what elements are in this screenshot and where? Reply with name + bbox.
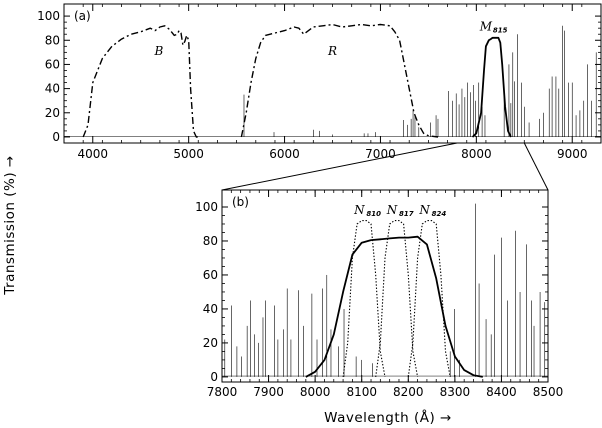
- x-tick-label: 7900: [253, 385, 284, 399]
- x-tick-label: 8400: [486, 385, 517, 399]
- x-tick-label: 8000: [461, 147, 492, 161]
- curve-label-n817: N: [386, 203, 398, 217]
- series-n824: [407, 220, 451, 377]
- y-tick-label: 60: [203, 268, 218, 282]
- plot-frame: [221, 189, 549, 383]
- x-tick-label: 7800: [207, 385, 238, 399]
- curve-label-subscript: 824: [432, 210, 447, 218]
- y-tick-label: 40: [203, 302, 218, 316]
- y-tick-label: 0: [210, 370, 218, 384]
- x-tick-label: 8200: [393, 385, 424, 399]
- x-tick-label: 8500: [533, 385, 564, 399]
- curve-label-subscript: 815: [493, 27, 508, 35]
- y-tick-label: 80: [45, 33, 60, 47]
- curve-label-b: B: [154, 44, 164, 58]
- y-tick-label: 20: [203, 336, 218, 350]
- series-m815: [305, 235, 483, 378]
- zoom-connector: [221, 142, 549, 191]
- y-tick-label: 60: [45, 57, 60, 71]
- zoom-line-left: [221, 142, 458, 191]
- curve-label-subscript: 817: [399, 210, 414, 218]
- y-tick-label: 0: [52, 130, 60, 144]
- y-tick-label: 80: [203, 234, 218, 248]
- series-n817: [375, 220, 419, 377]
- x-tick-label: 8300: [440, 385, 471, 399]
- series-m815: [471, 36, 512, 138]
- x-tick-label: 6000: [269, 147, 300, 161]
- series-n810: [342, 220, 386, 377]
- curve-label-n824: N: [418, 203, 430, 217]
- curve-label-m815: M: [479, 20, 493, 34]
- curve-label-subscript: 810: [366, 210, 381, 218]
- curve-label-r: R: [327, 44, 337, 58]
- series-r: [240, 23, 439, 138]
- y-tick-label: 100: [37, 9, 60, 23]
- x-tick-label: 5000: [173, 147, 204, 161]
- y-axis-title: Transmission (%) →: [2, 155, 18, 295]
- y-tick-label: 40: [45, 82, 60, 96]
- zoom-line-right: [523, 142, 549, 191]
- panel-b: 0 20 40 60 80 100 7800 7900 8000 8100 8200 8300 8400…: [195, 189, 564, 399]
- panel-label: (b): [232, 195, 249, 209]
- y-tick-label: 20: [45, 106, 60, 120]
- x-tick-label: 7000: [365, 147, 396, 161]
- x-tick-label: 9000: [557, 147, 588, 161]
- x-axis-title: Wavelength (Å) →: [324, 409, 452, 426]
- panel-a: 0 20 40 60 80 100 4000 5000 6000 7000 8000 9000 (a) B…: [37, 3, 602, 161]
- series-b: [82, 25, 199, 138]
- sky-emission-lines: [222, 203, 548, 377]
- x-tick-label: 4000: [77, 147, 108, 161]
- x-tick-label: 8100: [346, 385, 377, 399]
- sky-emission-lines: [64, 25, 601, 137]
- panel-label: (a): [74, 9, 91, 23]
- curve-label-n810: N: [353, 203, 365, 217]
- plot-frame: [63, 3, 602, 144]
- x-tick-label: 8000: [300, 385, 331, 399]
- y-tick-label: 100: [195, 200, 218, 214]
